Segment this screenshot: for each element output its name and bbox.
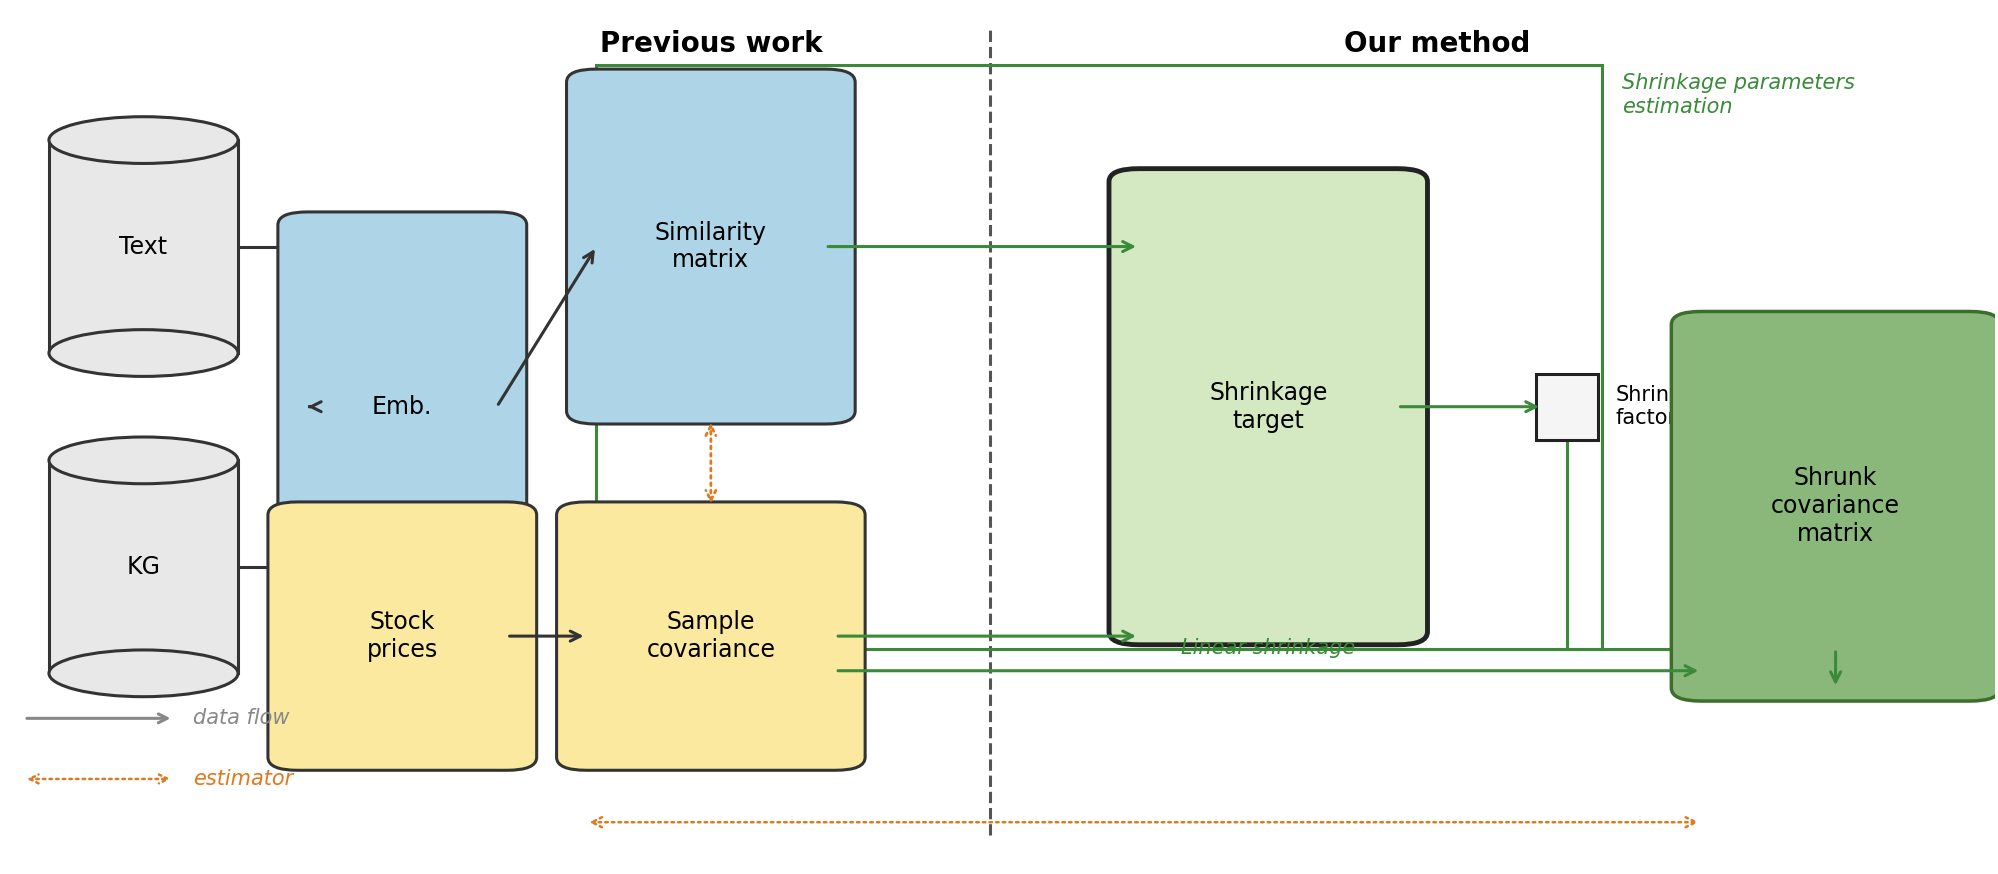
Text: estimator: estimator bbox=[194, 769, 294, 789]
Text: Shrunk
covariance
matrix: Shrunk covariance matrix bbox=[1770, 467, 1900, 546]
FancyBboxPatch shape bbox=[268, 502, 535, 770]
Polygon shape bbox=[48, 140, 238, 353]
Text: Stock
prices: Stock prices bbox=[366, 610, 438, 662]
Ellipse shape bbox=[48, 329, 238, 377]
Text: Linear shrinkage: Linear shrinkage bbox=[1181, 638, 1355, 658]
Ellipse shape bbox=[48, 650, 238, 697]
Text: Shrinkage parameters
estimation: Shrinkage parameters estimation bbox=[1620, 73, 1854, 116]
Polygon shape bbox=[48, 461, 238, 673]
Text: Emb.: Emb. bbox=[372, 395, 432, 419]
FancyBboxPatch shape bbox=[565, 69, 855, 424]
FancyBboxPatch shape bbox=[1109, 169, 1427, 645]
Text: KG: KG bbox=[126, 555, 160, 579]
Text: data flow: data flow bbox=[194, 708, 290, 728]
Text: Similarity
matrix: Similarity matrix bbox=[655, 220, 767, 273]
FancyBboxPatch shape bbox=[1670, 311, 1998, 701]
FancyBboxPatch shape bbox=[555, 502, 865, 770]
Ellipse shape bbox=[48, 117, 238, 163]
Text: Shrinkage
target: Shrinkage target bbox=[1209, 381, 1327, 433]
Text: Previous work: Previous work bbox=[599, 30, 821, 59]
Text: Shrinkage
factor: Shrinkage factor bbox=[1614, 385, 1718, 428]
Text: Sample
covariance: Sample covariance bbox=[645, 610, 775, 662]
FancyBboxPatch shape bbox=[1534, 374, 1596, 440]
Ellipse shape bbox=[48, 437, 238, 483]
FancyBboxPatch shape bbox=[278, 212, 525, 601]
Text: Text: Text bbox=[120, 234, 168, 259]
Text: Our method: Our method bbox=[1343, 30, 1530, 59]
